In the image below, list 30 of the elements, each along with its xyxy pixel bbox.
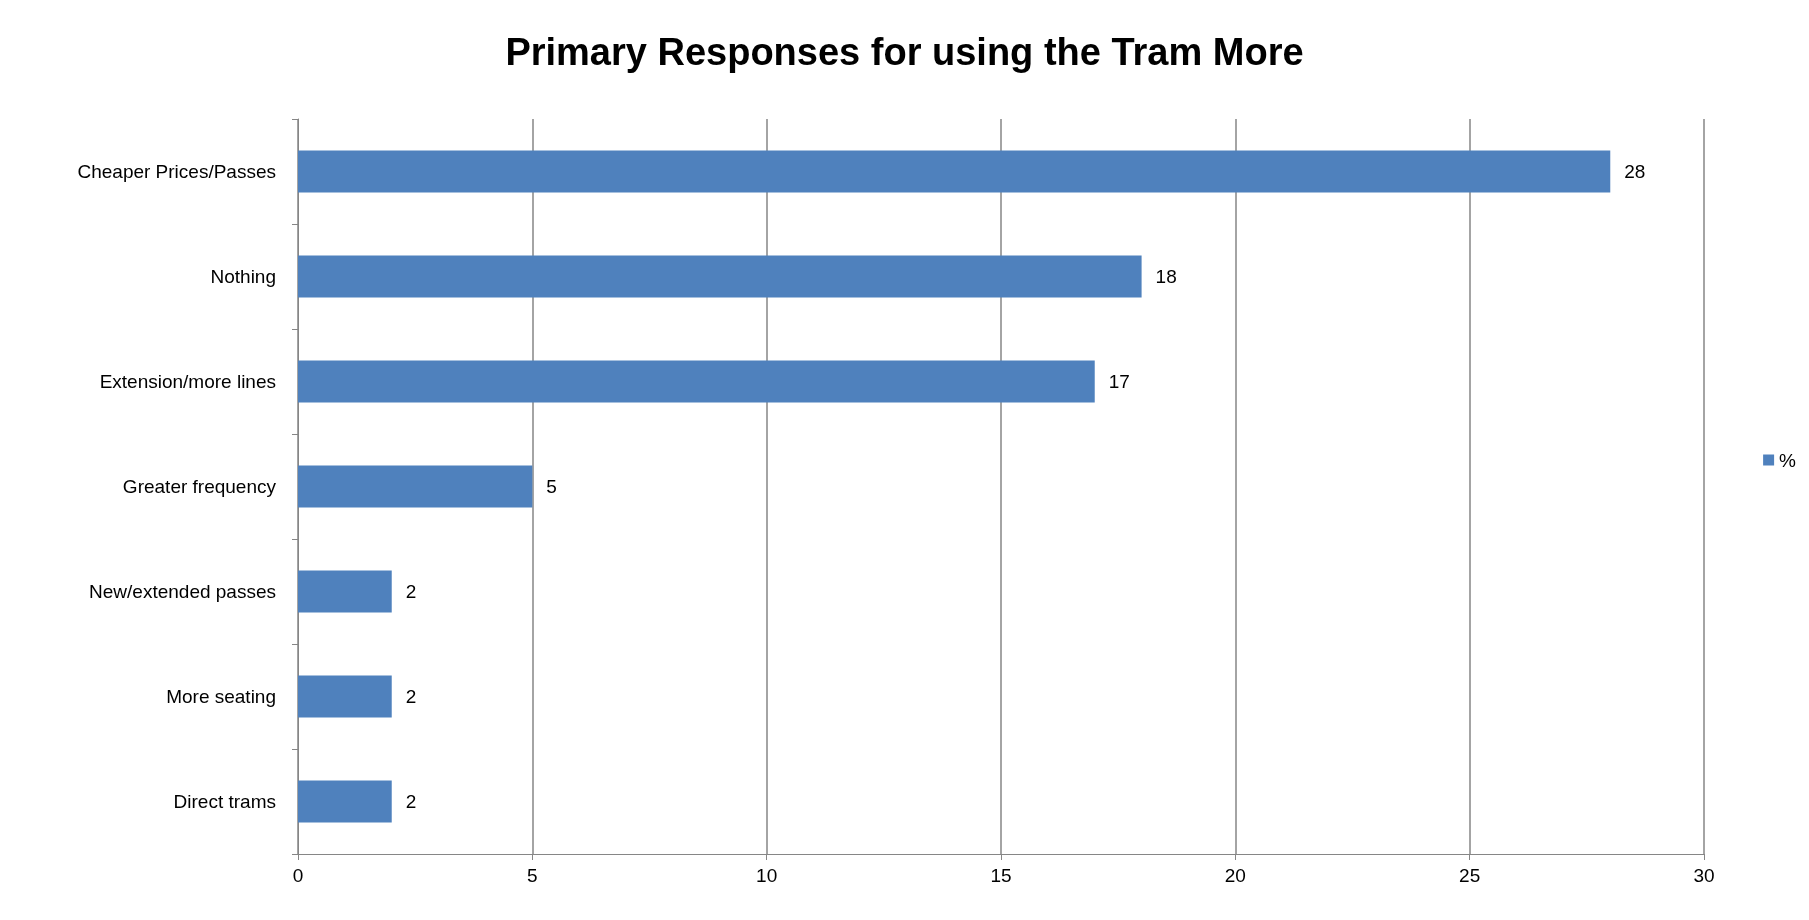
data-label: 5	[546, 476, 557, 497]
chart-title: Primary Responses for using the Tram More	[505, 31, 1304, 73]
y-tick-label: Direct trams	[173, 791, 276, 812]
x-tick-label: 0	[292, 865, 304, 886]
bar	[298, 675, 392, 718]
bar	[298, 570, 392, 613]
x-tick-label: 10	[756, 865, 778, 886]
legend-label: %	[1779, 449, 1797, 471]
x-tick-label: 25	[1459, 865, 1481, 886]
data-label: 2	[405, 791, 417, 812]
data-label: 28	[1624, 161, 1646, 182]
data-label: 18	[1155, 266, 1177, 287]
bar	[298, 465, 533, 508]
x-tick-label: 30	[1693, 865, 1715, 886]
y-tick-label: Greater frequency	[122, 476, 277, 497]
x-tick-label: 20	[1224, 865, 1246, 886]
data-label: 2	[405, 581, 417, 602]
y-tick-label: New/extended passes	[89, 581, 276, 602]
data-label: 2	[405, 686, 417, 707]
y-tick-label: Nothing	[210, 266, 276, 287]
y-tick-label: Cheaper Prices/Passes	[77, 161, 276, 182]
bar	[298, 150, 1611, 193]
x-tick-label: 5	[527, 865, 538, 886]
bar	[298, 360, 1095, 403]
y-tick-label: Extension/more lines	[99, 371, 276, 392]
bar	[298, 780, 392, 823]
bar	[298, 255, 1142, 298]
y-tick-label: More seating	[166, 686, 276, 707]
x-tick-label: 15	[990, 865, 1012, 886]
data-label: 17	[1108, 371, 1130, 392]
